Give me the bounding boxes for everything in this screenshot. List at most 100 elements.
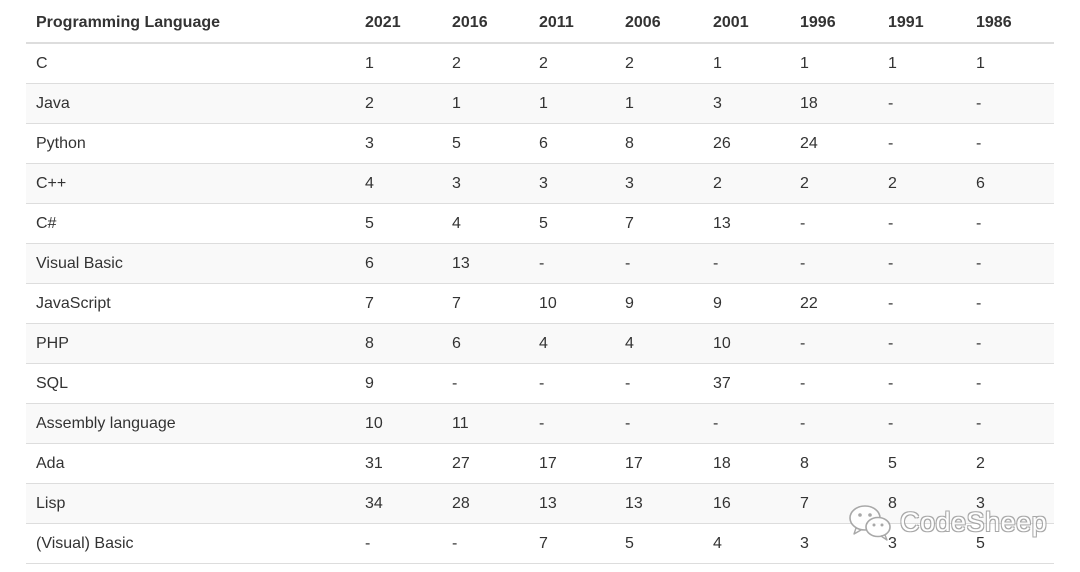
rank-cell: 8 bbox=[355, 323, 442, 364]
rank-cell: 3 bbox=[355, 123, 442, 164]
rank-cell: 1 bbox=[966, 43, 1054, 84]
rank-cell: - bbox=[966, 83, 1054, 124]
table-row: SQL 9- - -37- - - bbox=[26, 363, 1054, 404]
rank-cell: - bbox=[790, 203, 878, 244]
table-row: C++ 4 3 3 3 2 2 2 6 bbox=[26, 163, 1054, 204]
rank-cell: 5 bbox=[355, 203, 442, 244]
watermark-text: CodeSheep bbox=[900, 506, 1048, 537]
rank-cell: 4 bbox=[703, 523, 790, 564]
rank-cell: 13 bbox=[615, 483, 703, 524]
rank-cell: 9 bbox=[703, 283, 790, 324]
rank-cell: 3 bbox=[966, 483, 1054, 524]
rank-cell: 4 bbox=[529, 323, 615, 364]
rank-cell: 4 bbox=[615, 323, 703, 364]
rank-cell: 10 bbox=[703, 323, 790, 364]
rank-cell: - bbox=[878, 203, 966, 244]
rank-cell: 10 bbox=[529, 283, 615, 324]
rank-cell: 5 bbox=[442, 123, 529, 164]
rank-cell: 17 bbox=[529, 443, 615, 484]
rank-cell: - bbox=[878, 403, 966, 444]
rank-cell: - bbox=[966, 363, 1054, 404]
rank-cell: 27 bbox=[442, 443, 529, 484]
rank-cell: 2 bbox=[615, 43, 703, 84]
rank-cell: 17 bbox=[615, 443, 703, 484]
rank-cell: 28 bbox=[442, 483, 529, 524]
rank-cell: - bbox=[966, 403, 1054, 444]
rank-cell: 3 bbox=[703, 83, 790, 124]
rank-cell: - bbox=[790, 403, 878, 444]
rank-cell: 8 bbox=[615, 123, 703, 164]
rank-cell: - bbox=[790, 323, 878, 364]
rank-cell: - bbox=[878, 323, 966, 364]
header-row: Programming Language 2021 2016 2011 2006 2001… bbox=[26, 4, 1054, 44]
table-row: Ada 31 27 17 17 18 8 5 2 bbox=[26, 443, 1054, 484]
table-row: Visual Basic 6 13- - - - - - bbox=[26, 243, 1054, 284]
table-row: Python 3 5 6 8 26 24- - bbox=[26, 123, 1054, 164]
rank-cell: 1 bbox=[529, 83, 615, 124]
watermark: CodeSheep bbox=[848, 503, 1047, 541]
rank-cell: 2 bbox=[966, 443, 1054, 484]
rank-cell: - bbox=[529, 243, 615, 284]
rank-cell: 9 bbox=[615, 283, 703, 324]
rank-cell: - bbox=[703, 243, 790, 284]
rank-cell: - bbox=[790, 243, 878, 284]
column-header-year: 1986 bbox=[966, 4, 1054, 44]
rank-cell: 2 bbox=[355, 83, 442, 124]
rank-cell: - bbox=[615, 243, 703, 284]
rank-cell: 1 bbox=[355, 43, 442, 84]
rank-cell: 13 bbox=[442, 243, 529, 284]
rank-cell: 7 bbox=[615, 203, 703, 244]
rank-cell: 11 bbox=[442, 403, 529, 444]
language-name-cell: Ada bbox=[26, 443, 355, 484]
rank-cell: 18 bbox=[790, 83, 878, 124]
wechat-icon bbox=[848, 503, 894, 541]
rank-cell: - bbox=[878, 123, 966, 164]
rank-cell: 1 bbox=[442, 83, 529, 124]
column-header-year: 1996 bbox=[790, 4, 878, 44]
rank-cell: - bbox=[615, 363, 703, 404]
rank-cell: 5 bbox=[529, 203, 615, 244]
language-name-cell: SQL bbox=[26, 363, 355, 404]
rank-cell: 1 bbox=[703, 43, 790, 84]
language-name-cell: C bbox=[26, 43, 355, 84]
rank-cell: 24 bbox=[790, 123, 878, 164]
rank-cell: - bbox=[966, 123, 1054, 164]
language-name-cell: Assembly language bbox=[26, 403, 355, 444]
rank-cell: 1 bbox=[878, 43, 966, 84]
language-name-cell: C++ bbox=[26, 163, 355, 204]
rank-cell: - bbox=[790, 363, 878, 404]
rank-cell: - bbox=[878, 243, 966, 284]
table-header: Programming Language 2021 2016 2011 2006 2001… bbox=[26, 4, 1054, 44]
rank-cell: 7 bbox=[355, 283, 442, 324]
column-header-year: 1991 bbox=[878, 4, 966, 44]
rank-cell: 2 bbox=[878, 163, 966, 204]
rank-cell: 2 bbox=[790, 163, 878, 204]
rank-cell: 6 bbox=[529, 123, 615, 164]
rank-cell: 3 bbox=[529, 163, 615, 204]
rank-cell: 5 bbox=[966, 523, 1054, 564]
rank-cell: 7 bbox=[442, 283, 529, 324]
table-row: Lisp 34 28 13 13 16 7 8 3 bbox=[26, 483, 1054, 524]
ranking-table-container: Programming Language 2021 2016 2011 2006 2001… bbox=[26, 4, 1054, 564]
language-name-cell: Lisp bbox=[26, 483, 355, 524]
rank-cell: 1 bbox=[790, 43, 878, 84]
column-header-year: 2016 bbox=[442, 4, 529, 44]
rank-cell: - bbox=[878, 83, 966, 124]
rank-cell: 16 bbox=[703, 483, 790, 524]
rank-cell: 3 bbox=[442, 163, 529, 204]
rank-cell: - bbox=[529, 403, 615, 444]
language-name-cell: Python bbox=[26, 123, 355, 164]
column-header-year: 2006 bbox=[615, 4, 703, 44]
rank-cell: 2 bbox=[529, 43, 615, 84]
rank-cell: - bbox=[966, 323, 1054, 364]
rank-cell: 6 bbox=[355, 243, 442, 284]
rank-cell: - bbox=[615, 403, 703, 444]
language-name-cell: C# bbox=[26, 203, 355, 244]
language-name-cell: (Visual) Basic bbox=[26, 523, 355, 564]
rank-cell: 4 bbox=[442, 203, 529, 244]
table-row: Java 2 1 1 1 3 18- - bbox=[26, 83, 1054, 124]
rank-cell: 22 bbox=[790, 283, 878, 324]
rank-cell: - bbox=[355, 523, 442, 564]
rank-cell: - bbox=[529, 363, 615, 404]
